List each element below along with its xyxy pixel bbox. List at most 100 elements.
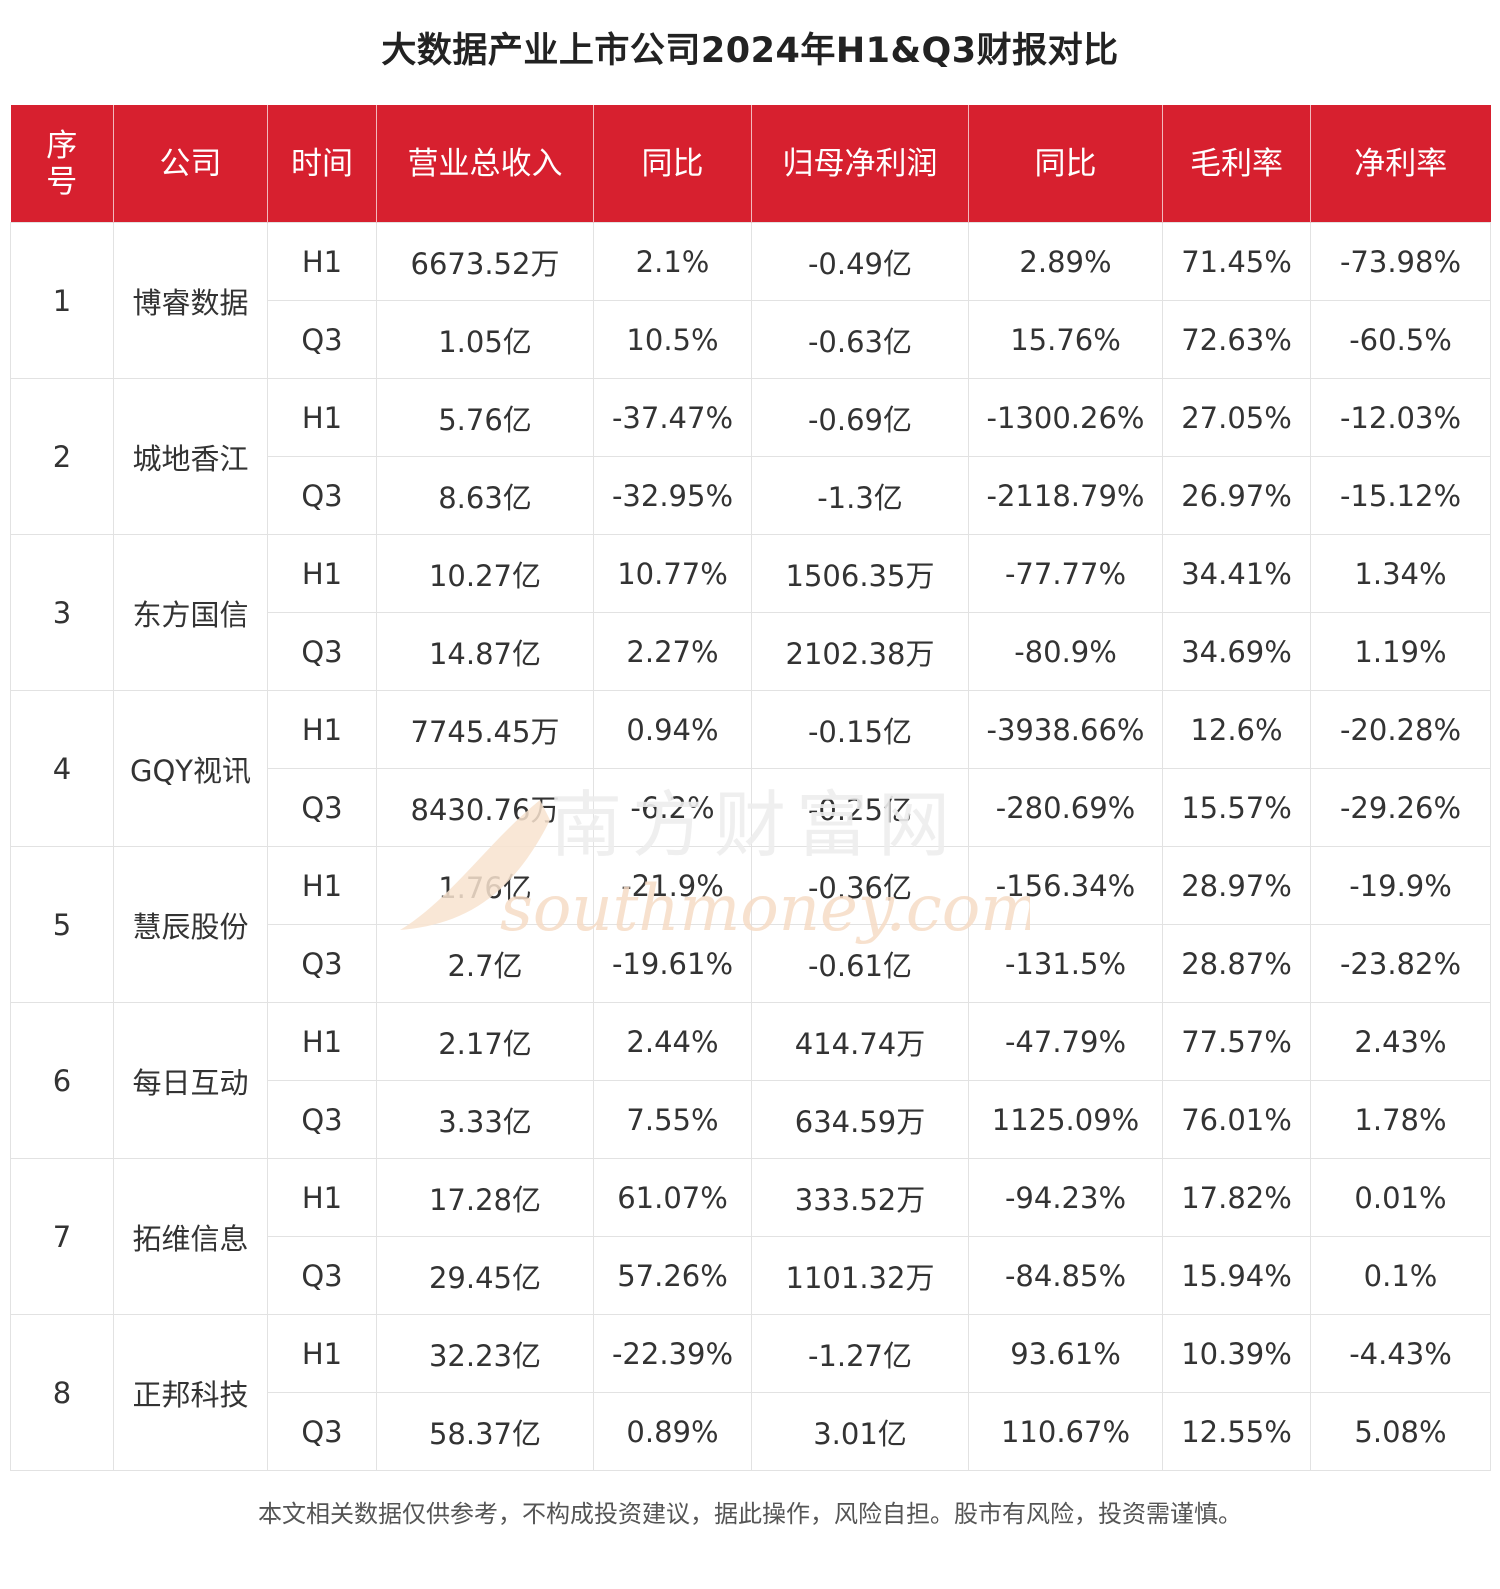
financial-report-table: 序号 公司 时间 营业总收入 同比 归母净利润 同比 毛利率 净利率 1 博睿数据…	[10, 105, 1491, 1471]
cell-gross-margin: 28.97%	[1162, 846, 1311, 925]
cell-revenue-yoy: 61.07%	[593, 1158, 752, 1237]
table-row: Q3 3.33亿 7.55% 634.59万 1125.09% 76.01% 1.78%	[11, 1080, 1491, 1159]
header-profit-yoy: 同比	[968, 105, 1163, 223]
cell-revenue-yoy: -22.39%	[593, 1314, 752, 1393]
cell-gross-margin: 10.39%	[1162, 1314, 1311, 1393]
cell-net-margin: 1.19%	[1310, 612, 1491, 691]
cell-net-margin: -23.82%	[1310, 924, 1491, 1003]
cell-company: 博睿数据	[113, 222, 268, 379]
table-row: 7 拓维信息 H1 17.28亿 61.07% 333.52万 -94.23% 17.82% 0…	[10, 1158, 1491, 1315]
cell-profit-yoy: -131.5%	[968, 924, 1163, 1003]
cell-time: H1	[267, 1002, 377, 1081]
cell-profit-yoy: -156.34%	[968, 846, 1163, 925]
cell-revenue: 14.87亿	[376, 612, 594, 691]
table-row: Q3 58.37亿 0.89% 3.01亿 110.67% 12.55% 5.08%	[11, 1392, 1491, 1471]
header-seq-char: 号	[46, 163, 78, 200]
cell-revenue-yoy: 2.44%	[593, 1002, 752, 1081]
cell-revenue-yoy: 57.26%	[593, 1236, 752, 1315]
header-revenue: 营业总收入	[376, 105, 594, 223]
cell-revenue-yoy: -6.2%	[593, 768, 752, 847]
table-row: Q3 2.7亿 -19.61% -0.61亿 -131.5% 28.87% -23.82%	[11, 924, 1491, 1003]
cell-revenue: 5.76亿	[376, 378, 594, 457]
cell-time: Q3	[267, 1080, 377, 1159]
cell-profit-yoy: 15.76%	[968, 300, 1163, 379]
cell-revenue: 8.63亿	[376, 456, 594, 535]
cell-net-margin: -15.12%	[1310, 456, 1491, 535]
cell-seq: 5	[10, 846, 114, 1003]
cell-revenue: 3.33亿	[376, 1080, 594, 1159]
cell-profit-yoy: -84.85%	[968, 1236, 1163, 1315]
cell-net-margin: -73.98%	[1310, 222, 1491, 301]
cell-profit-yoy: -2118.79%	[968, 456, 1163, 535]
cell-company: 东方国信	[113, 534, 268, 691]
cell-seq: 1	[10, 222, 114, 379]
table-row: 2 城地香江 H1 5.76亿 -37.47% -0.69亿 -1300.26% 27.05%…	[10, 378, 1491, 535]
cell-time: H1	[267, 690, 377, 769]
cell-revenue-yoy: 2.27%	[593, 612, 752, 691]
cell-revenue: 8430.76万	[376, 768, 594, 847]
cell-time: H1	[267, 534, 377, 613]
cell-net-profit: -1.27亿	[751, 1314, 969, 1393]
table-row: 6 每日互动 H1 2.17亿 2.44% 414.74万 -47.79% 77.57% 2.4…	[10, 1002, 1491, 1159]
header-seq: 序号	[10, 105, 114, 223]
header-revenue-yoy: 同比	[593, 105, 752, 223]
table-header-row: 序号 公司 时间 营业总收入 同比 归母净利润 同比 毛利率 净利率	[10, 105, 1491, 223]
cell-net-margin: 0.1%	[1310, 1236, 1491, 1315]
cell-company: 正邦科技	[113, 1314, 268, 1471]
table-row: 5 慧辰股份 H1 1.76亿 -21.9% -0.36亿 -156.34% 28.97% -1…	[10, 846, 1491, 1003]
cell-net-profit: -0.49亿	[751, 222, 969, 301]
cell-profit-yoy: 2.89%	[968, 222, 1163, 301]
cell-seq: 4	[10, 690, 114, 847]
cell-profit-yoy: -80.9%	[968, 612, 1163, 691]
cell-net-profit: 2102.38万	[751, 612, 969, 691]
table-row: 3 东方国信 H1 10.27亿 10.77% 1506.35万 -77.77% 34.41%…	[10, 534, 1491, 691]
cell-company: 城地香江	[113, 378, 268, 535]
cell-revenue-yoy: -19.61%	[593, 924, 752, 1003]
cell-net-profit: 414.74万	[751, 1002, 969, 1081]
table-row: Q3 8.63亿 -32.95% -1.3亿 -2118.79% 26.97% -15.12…	[11, 456, 1491, 535]
cell-profit-yoy: 1125.09%	[968, 1080, 1163, 1159]
cell-gross-margin: 15.94%	[1162, 1236, 1311, 1315]
cell-net-margin: -12.03%	[1310, 378, 1491, 457]
table-row: 1 博睿数据 H1 6673.52万 2.1% -0.49亿 2.89% 71.45% -73.…	[10, 222, 1491, 379]
cell-gross-margin: 34.41%	[1162, 534, 1311, 613]
cell-time: Q3	[267, 612, 377, 691]
cell-net-profit: -0.15亿	[751, 690, 969, 769]
header-net-margin: 净利率	[1310, 105, 1491, 223]
cell-profit-yoy: -47.79%	[968, 1002, 1163, 1081]
header-company: 公司	[113, 105, 268, 223]
cell-profit-yoy: 93.61%	[968, 1314, 1163, 1393]
cell-seq: 7	[10, 1158, 114, 1315]
cell-net-profit: -0.69亿	[751, 378, 969, 457]
cell-revenue-yoy: 7.55%	[593, 1080, 752, 1159]
cell-net-profit: 634.59万	[751, 1080, 969, 1159]
cell-gross-margin: 15.57%	[1162, 768, 1311, 847]
cell-revenue-yoy: -32.95%	[593, 456, 752, 535]
cell-revenue: 32.23亿	[376, 1314, 594, 1393]
cell-net-profit: 1506.35万	[751, 534, 969, 613]
cell-time: H1	[267, 378, 377, 457]
cell-revenue-yoy: 0.94%	[593, 690, 752, 769]
cell-revenue: 7745.45万	[376, 690, 594, 769]
cell-revenue: 10.27亿	[376, 534, 594, 613]
cell-time: Q3	[267, 768, 377, 847]
cell-time: H1	[267, 1158, 377, 1237]
cell-revenue: 17.28亿	[376, 1158, 594, 1237]
cell-net-profit: 333.52万	[751, 1158, 969, 1237]
cell-gross-margin: 72.63%	[1162, 300, 1311, 379]
cell-time: Q3	[267, 924, 377, 1003]
cell-gross-margin: 17.82%	[1162, 1158, 1311, 1237]
page-title: 大数据产业上市公司2024年H1&Q3财报对比	[381, 31, 1119, 71]
cell-time: Q3	[267, 300, 377, 379]
cell-revenue-yoy: 0.89%	[593, 1392, 752, 1471]
header-gross-margin: 毛利率	[1162, 105, 1311, 223]
cell-net-margin: -60.5%	[1310, 300, 1491, 379]
cell-gross-margin: 27.05%	[1162, 378, 1311, 457]
cell-seq: 8	[10, 1314, 114, 1471]
cell-company: 每日互动	[113, 1002, 268, 1159]
cell-net-margin: -20.28%	[1310, 690, 1491, 769]
cell-net-margin: -4.43%	[1310, 1314, 1491, 1393]
cell-net-profit: -0.25亿	[751, 768, 969, 847]
cell-revenue: 1.76亿	[376, 846, 594, 925]
cell-gross-margin: 12.6%	[1162, 690, 1311, 769]
